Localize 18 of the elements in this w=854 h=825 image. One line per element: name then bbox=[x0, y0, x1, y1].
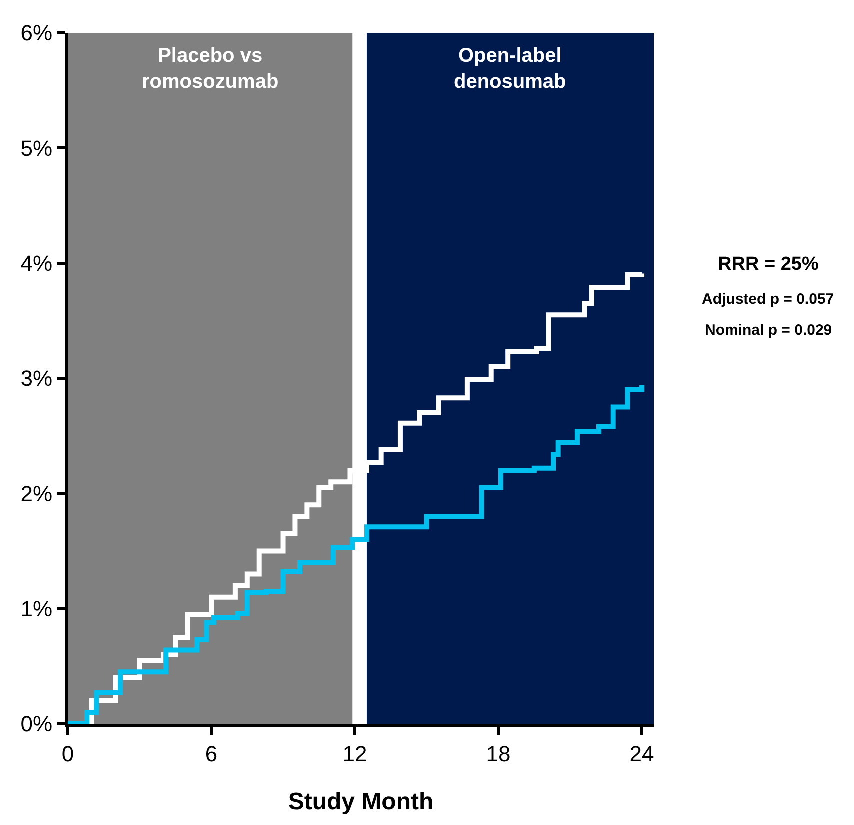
x-axis-title: Study Month bbox=[288, 788, 434, 816]
text: Nominal p = 0.029 bbox=[705, 322, 832, 339]
y-tick-label: 5% bbox=[20, 136, 53, 161]
y-tick-label: 2% bbox=[20, 481, 53, 506]
x-tick-label: 6 bbox=[205, 741, 218, 766]
band-label: Placebo vs romosozumab bbox=[142, 45, 279, 93]
band-label: Open-label denosumab bbox=[454, 45, 566, 93]
text: RRR = 25% bbox=[718, 254, 819, 275]
y-tick-label: 1% bbox=[20, 596, 53, 622]
x-tick-label: 24 bbox=[630, 741, 654, 766]
y-tick-label: 6% bbox=[20, 20, 53, 46]
x-tick-label: 18 bbox=[486, 741, 511, 766]
y-tick-label: 3% bbox=[20, 366, 53, 392]
y-tick-label: 4% bbox=[20, 251, 53, 276]
text: Adjusted p = 0.057 bbox=[702, 291, 834, 308]
x-tick-label: 12 bbox=[342, 741, 368, 766]
x-tick-label: 0 bbox=[62, 741, 74, 766]
y-tick-label: 0% bbox=[20, 712, 53, 737]
